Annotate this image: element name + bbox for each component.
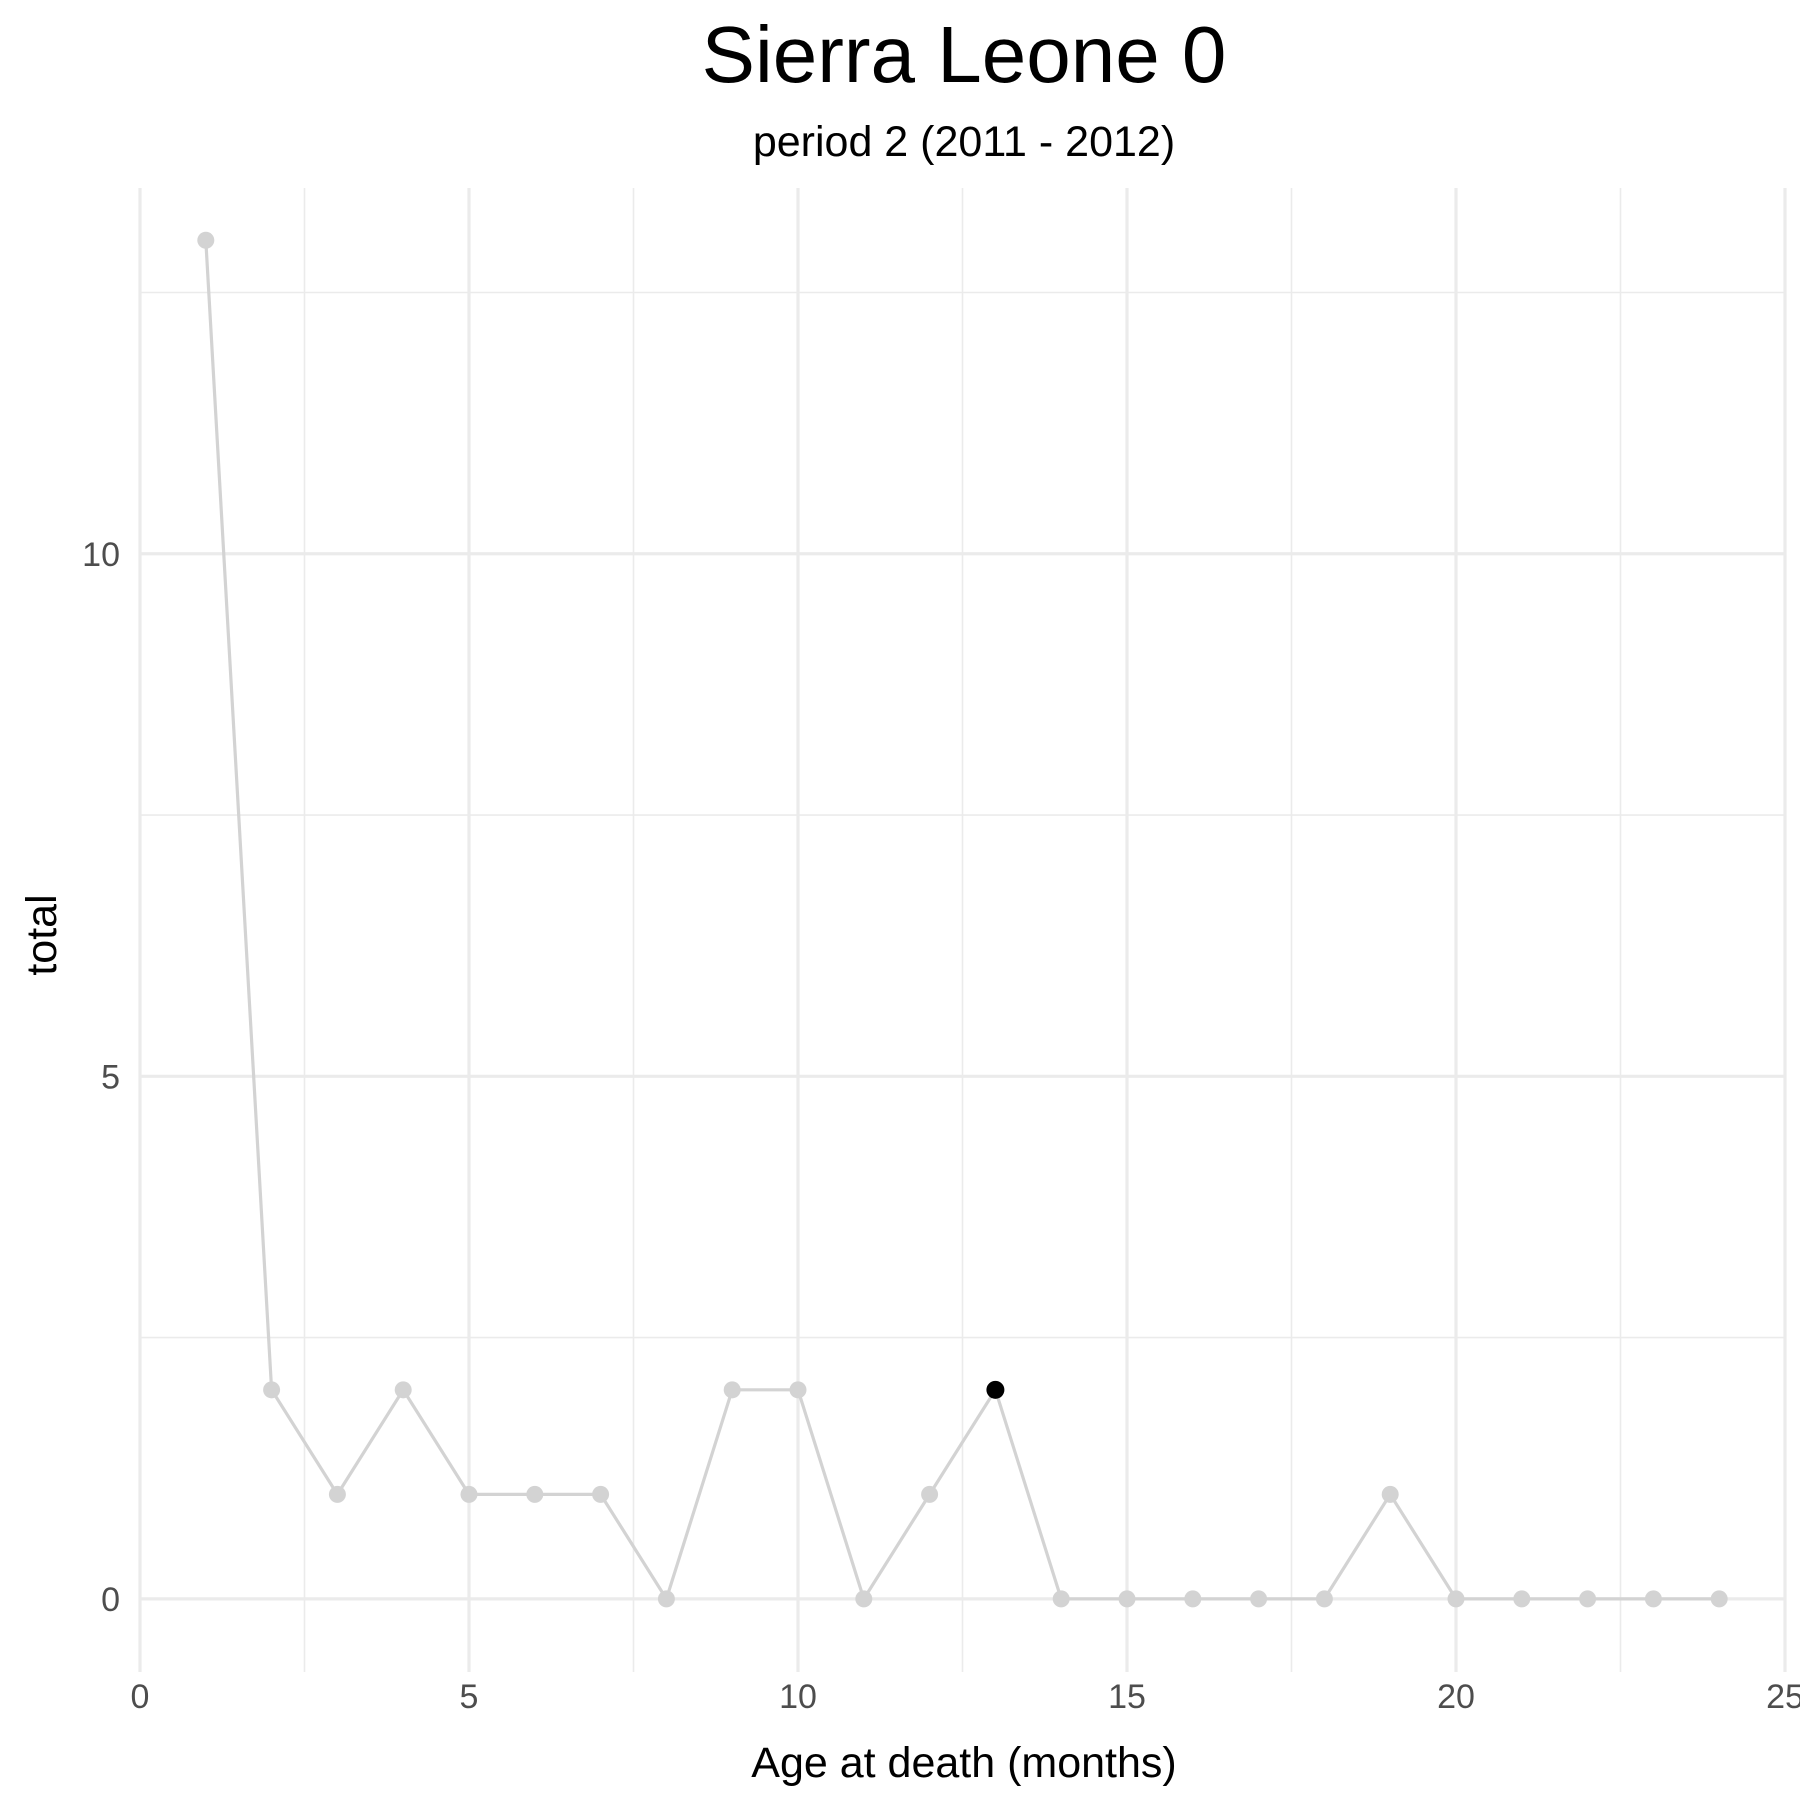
- data-point: [394, 1381, 412, 1399]
- data-point: [1644, 1590, 1662, 1608]
- data-point: [1579, 1590, 1597, 1608]
- highlight-point: [986, 1380, 1005, 1399]
- x-tick-label: 5: [460, 1678, 479, 1716]
- y-tick-label: 0: [101, 1581, 120, 1619]
- chart-title: Sierra Leone 0: [702, 10, 1227, 99]
- data-point: [197, 231, 215, 249]
- data-series: [197, 231, 1728, 1608]
- gridlines: [138, 188, 1787, 1672]
- x-tick-label: 25: [1766, 1678, 1800, 1716]
- data-point: [1250, 1590, 1268, 1608]
- data-point: [263, 1381, 281, 1399]
- series-line: [204, 240, 1720, 1601]
- data-point: [723, 1381, 741, 1399]
- data-point: [460, 1485, 478, 1503]
- x-tick-label: 20: [1437, 1678, 1475, 1716]
- data-point: [921, 1485, 939, 1503]
- x-tick-label: 15: [1108, 1678, 1146, 1716]
- data-point: [1381, 1485, 1399, 1503]
- data-point: [1052, 1590, 1070, 1608]
- x-tick-label: 0: [131, 1678, 150, 1716]
- data-point: [1710, 1590, 1728, 1608]
- data-point: [592, 1485, 610, 1503]
- data-point: [526, 1485, 544, 1503]
- chart-subtitle: period 2 (2011 - 2012): [753, 118, 1175, 166]
- data-point: [789, 1381, 807, 1399]
- data-point: [1513, 1590, 1531, 1608]
- data-point: [328, 1485, 346, 1503]
- data-point: [657, 1590, 675, 1608]
- data-point: [855, 1590, 873, 1608]
- y-tick-label: 10: [82, 536, 120, 574]
- data-point: [1118, 1590, 1136, 1608]
- y-axis-label: total: [18, 894, 66, 975]
- tick-labels: 0 5 10 15 20 25 0 5 10: [82, 536, 1800, 1716]
- x-axis-label: Age at death (months): [751, 1739, 1176, 1787]
- x-tick-label: 10: [779, 1678, 817, 1716]
- data-point: [1184, 1590, 1202, 1608]
- data-point: [1447, 1590, 1465, 1608]
- data-point: [1315, 1590, 1333, 1608]
- y-tick-label: 5: [101, 1058, 120, 1096]
